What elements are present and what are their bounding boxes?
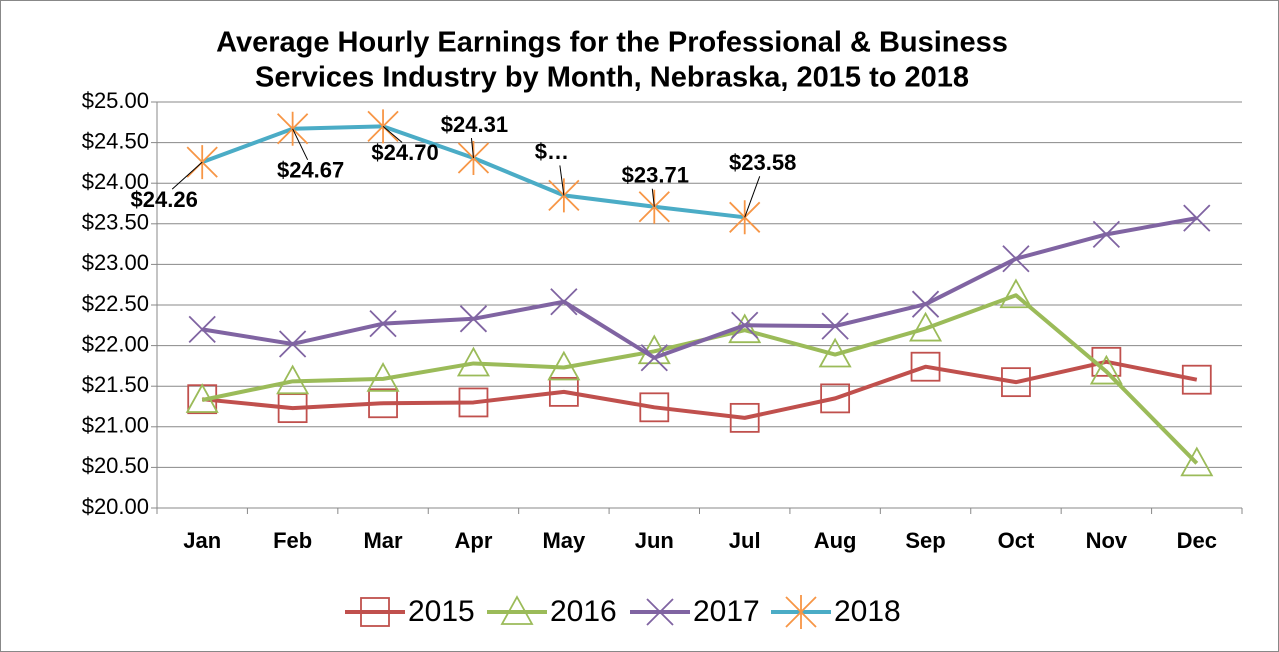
- x-tick-label: Apr: [455, 528, 493, 553]
- marker: [909, 311, 943, 342]
- x-tick-label: Nov: [1086, 528, 1128, 553]
- leader-line: [559, 165, 565, 196]
- leader-line: [171, 161, 203, 190]
- legend-label: 2015: [408, 595, 475, 628]
- x-tick-label: Mar: [363, 528, 403, 553]
- series-line: [202, 359, 1198, 420]
- marker: [188, 315, 216, 343]
- x-tick-label: May: [542, 528, 586, 553]
- marker: [548, 376, 579, 407]
- y-tick-label: $25.00: [82, 88, 149, 113]
- chart-title: Services Industry by Month, Nebraska, 20…: [255, 62, 969, 94]
- leader-line: [651, 188, 655, 207]
- legend-label: 2017: [693, 595, 760, 628]
- data-label: $24.26: [131, 187, 198, 212]
- y-tick-label: $20.00: [82, 494, 149, 519]
- marker: [1002, 245, 1030, 273]
- data-label: $23.58: [729, 150, 796, 175]
- y-tick-label: $22.00: [82, 331, 149, 356]
- marker: [500, 595, 534, 625]
- marker: [910, 351, 941, 382]
- chart-title: Average Hourly Earnings for the Professi…: [216, 27, 1008, 59]
- marker: [911, 290, 940, 318]
- marker: [1001, 367, 1031, 398]
- marker: [731, 311, 759, 339]
- x-tick-label: Dec: [1177, 528, 1217, 553]
- marker: [278, 330, 307, 358]
- x-tick-label: Jan: [183, 528, 221, 553]
- y-tick-label: $23.00: [82, 250, 149, 275]
- legend-label: 2016: [550, 595, 617, 628]
- marker: [550, 288, 578, 316]
- y-tick-label: $23.50: [82, 210, 149, 235]
- series-line: [201, 216, 1198, 360]
- marker: [459, 305, 488, 333]
- marker: [1183, 204, 1211, 232]
- y-tick-label: $21.00: [82, 413, 149, 438]
- x-tick-label: Jun: [635, 528, 674, 553]
- y-tick-label: $24.50: [82, 128, 149, 153]
- x-tick-label: Jul: [729, 528, 761, 553]
- x-tick-label: Feb: [273, 528, 312, 553]
- marker: [640, 344, 668, 372]
- marker: [458, 387, 489, 418]
- leader-line: [744, 176, 761, 218]
- marker: [1180, 446, 1214, 477]
- x-tick-label: Oct: [998, 528, 1035, 553]
- legend-label: 2018: [834, 595, 901, 628]
- data-label: $24.70: [371, 140, 438, 165]
- marker: [366, 362, 400, 392]
- marker: [820, 383, 851, 414]
- marker: [639, 392, 670, 423]
- x-tick-label: Aug: [814, 528, 857, 553]
- y-tick-label: $24.00: [82, 169, 149, 194]
- marker: [999, 278, 1033, 309]
- y-tick-label: $20.50: [82, 453, 149, 478]
- marker: [729, 402, 760, 433]
- marker: [360, 597, 390, 627]
- marker: [785, 595, 817, 629]
- marker: [729, 200, 761, 235]
- leader-line: [382, 125, 403, 143]
- marker: [1092, 220, 1121, 248]
- marker: [821, 312, 849, 340]
- marker: [547, 350, 581, 381]
- marker: [1089, 354, 1123, 385]
- leader-line: [292, 128, 309, 161]
- y-tick-label: $22.50: [82, 291, 149, 316]
- marker: [1181, 364, 1212, 395]
- x-tick-label: Sep: [905, 528, 945, 553]
- data-label: $…: [535, 139, 569, 164]
- marker: [368, 388, 398, 419]
- marker: [646, 598, 674, 626]
- marker: [638, 189, 670, 224]
- data-label: $24.67: [277, 158, 344, 183]
- marker: [818, 337, 852, 368]
- marker: [185, 383, 219, 413]
- y-tick-label: $21.50: [82, 372, 149, 397]
- marker: [276, 364, 310, 395]
- data-label: $23.71: [622, 163, 689, 188]
- marker: [369, 310, 397, 338]
- leader-line: [470, 137, 474, 159]
- data-label: $24.31: [441, 112, 508, 137]
- marker: [456, 346, 490, 377]
